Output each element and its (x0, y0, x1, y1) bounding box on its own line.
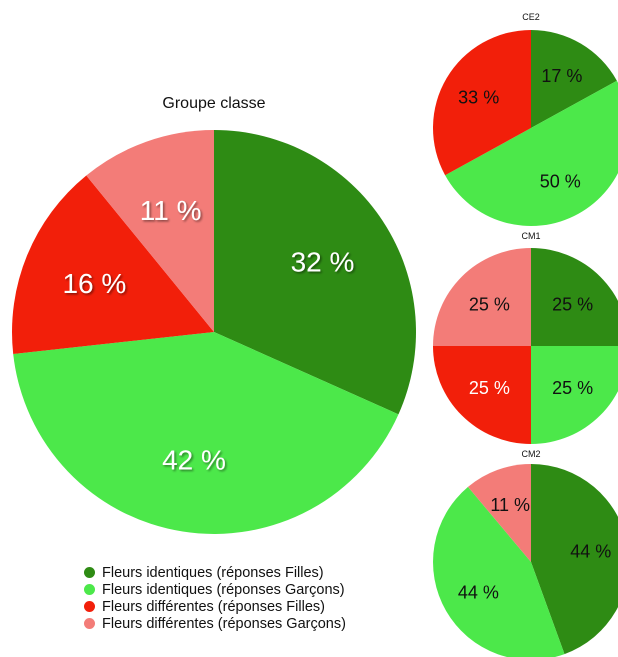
legend-swatch-icon (84, 584, 95, 595)
data-label: 50 % (540, 172, 581, 192)
data-label: 25 % (469, 295, 510, 315)
legend-label: Fleurs différentes (réponses Garçons) (102, 615, 346, 632)
pie-slice (531, 346, 618, 444)
chart-title: CM2 (521, 449, 540, 459)
legend-swatch-icon (84, 567, 95, 578)
data-label: 11 % (140, 195, 202, 226)
pie-chart: CM2 44 % 44 % 11 % (433, 449, 618, 657)
legend-item: Fleurs identiques (réponses Filles) (84, 564, 346, 581)
pie-slice (433, 346, 531, 444)
legend-label: Fleurs différentes (réponses Filles) (102, 598, 325, 615)
data-label: 25 % (469, 378, 510, 398)
pie-slice (531, 464, 618, 655)
legend-item: Fleurs différentes (réponses Garçons) (84, 615, 346, 632)
pie-slice (432, 30, 531, 176)
chart-title: Groupe classe (162, 95, 265, 112)
chart-title: CM1 (521, 231, 540, 241)
legend-item: Fleurs différentes (réponses Filles) (84, 598, 346, 615)
pie-slice (531, 248, 618, 346)
legend-swatch-icon (84, 601, 95, 612)
data-label: 17 % (541, 66, 582, 86)
data-label: 44 % (458, 583, 499, 603)
legend-swatch-icon (84, 618, 95, 629)
data-label: 25 % (552, 378, 593, 398)
pie-slice (531, 30, 617, 128)
data-label: 44 % (570, 542, 611, 562)
pie-chart: Groupe classe 32 % 42 % 16 % 11 % (12, 95, 416, 534)
pie-slice (433, 486, 565, 657)
data-label: 42 % (162, 445, 226, 476)
pie-chart: CM1 25 % 25 % 25 % 25 % (433, 231, 618, 444)
pie-slice (86, 130, 214, 332)
pie-slice (12, 175, 214, 354)
data-label: 16 % (62, 268, 126, 299)
data-label: 33 % (458, 87, 499, 107)
data-label: 25 % (552, 295, 593, 315)
legend: Fleurs identiques (réponses Filles) Fleu… (84, 564, 346, 632)
pie-slice (433, 248, 531, 346)
pie-slice (445, 80, 618, 226)
pie-slice (214, 130, 416, 415)
legend-item: Fleurs identiques (réponses Garçons) (84, 581, 346, 598)
data-label: 32 % (291, 246, 355, 277)
pie-slice (468, 464, 531, 562)
pie-slice (13, 332, 399, 534)
pie-chart: CE2 17 % 50 % 33 % (432, 12, 618, 226)
chart-title: CE2 (522, 12, 540, 22)
legend-label: Fleurs identiques (réponses Filles) (102, 564, 324, 581)
legend-label: Fleurs identiques (réponses Garçons) (102, 581, 345, 598)
data-label: 11 % (490, 495, 530, 515)
